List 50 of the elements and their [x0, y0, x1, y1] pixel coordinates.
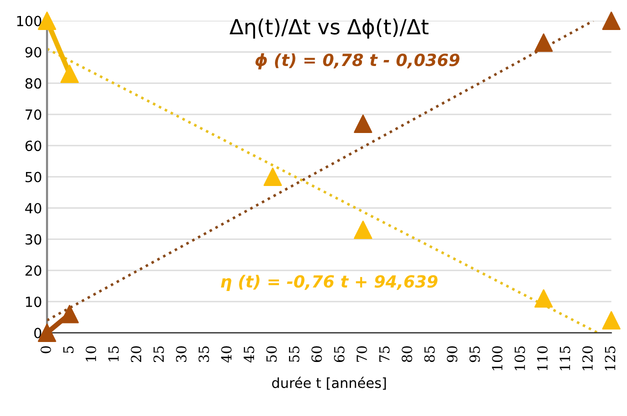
x-tick-label: 15: [108, 346, 119, 362]
x-tick-label: 95: [469, 346, 480, 362]
x-tick-label: 35: [198, 346, 210, 362]
y-tick-label: 0: [34, 328, 42, 338]
x-tick-label: 90: [446, 346, 458, 362]
x-axis-title: durée t [années]: [272, 376, 386, 390]
y-tick-label: 100: [17, 16, 42, 26]
x-tick-label: 65: [334, 346, 344, 362]
x-tick-label: 45: [244, 346, 254, 363]
y-tick-label: 80: [25, 78, 42, 89]
x-tick-label: 0: [40, 346, 52, 354]
point: [534, 289, 553, 308]
y-tick-label: 90: [25, 46, 42, 58]
point: [534, 33, 553, 52]
x-tick-label: 5: [63, 346, 74, 353]
annotation: η (t) = -0,76 t + 94,639: [220, 274, 438, 291]
x-tick-label: 70: [356, 346, 368, 362]
x-tick-label: 115: [560, 346, 570, 370]
x-tick-label: 10: [86, 346, 96, 362]
x-tick-label: 55: [289, 346, 300, 362]
x-tick-label: 125: [604, 346, 616, 370]
x-tick-label: 100: [492, 346, 502, 370]
chart-title: Δη(t)/Δt vs Δϕ(t)/Δt: [230, 18, 428, 39]
x-tick-label: 120: [582, 346, 593, 370]
x-tick-label: 75: [379, 346, 390, 362]
point: [60, 304, 79, 324]
y-tick-label: 50: [26, 172, 42, 182]
y-tick-label: 30: [26, 234, 42, 245]
y-tick-label: 70: [26, 109, 42, 120]
point: [60, 64, 79, 84]
x-tick-label: 60: [311, 346, 322, 362]
x-tick-label: 40: [221, 346, 232, 363]
y-tick-label: 20: [26, 265, 42, 276]
point: [602, 311, 621, 330]
point: [354, 114, 372, 133]
x-tick-label: 105: [514, 346, 526, 370]
x-tick-label: 20: [130, 346, 142, 362]
y-tick-label: 40: [25, 202, 42, 214]
point: [354, 220, 372, 240]
y-tick-label: 10: [26, 296, 42, 308]
point: [264, 168, 282, 186]
x-tick-label: 25: [153, 346, 164, 362]
point: [602, 12, 621, 30]
x-tick-label: 80: [402, 346, 412, 362]
annotation: ϕ (t) = 0,78 t - 0,0369: [255, 53, 460, 70]
y-tick-label: 60: [25, 140, 42, 152]
x-tick-label: 30: [176, 346, 186, 362]
x-tick-label: 110: [537, 346, 548, 370]
x-tick-label: 85: [424, 346, 435, 362]
x-tick-label: 50: [266, 346, 277, 362]
